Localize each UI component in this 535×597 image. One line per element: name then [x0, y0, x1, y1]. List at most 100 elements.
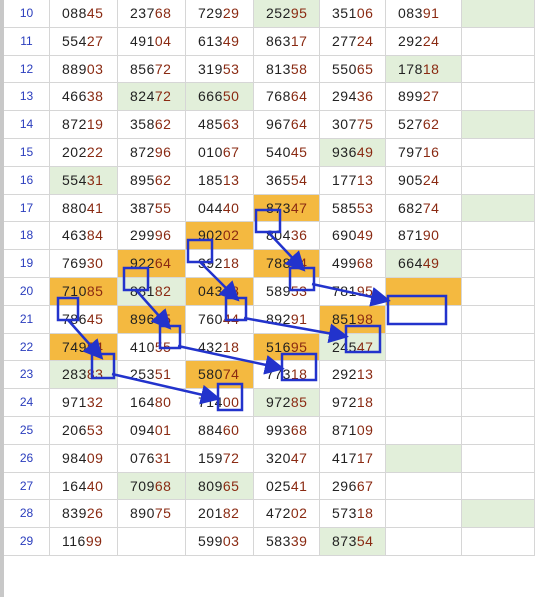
result-cell[interactable]: 41055 — [118, 333, 186, 362]
result-cell[interactable]: 97285 — [254, 389, 320, 417]
result-cell[interactable]: 29996 — [118, 222, 186, 251]
result-cell[interactable]: 55427 — [50, 27, 118, 56]
result-cell[interactable]: 20222 — [50, 139, 118, 167]
result-cell[interactable]: 81358 — [254, 55, 320, 84]
result-cell[interactable]: 27724 — [320, 27, 386, 56]
result-cell[interactable]: 97218 — [320, 389, 386, 417]
result-cell[interactable]: 20182 — [186, 500, 254, 529]
result-cell[interactable]: 93649 — [320, 139, 386, 167]
result-cell[interactable]: 23768 — [118, 0, 186, 28]
result-cell[interactable]: 09401 — [118, 417, 186, 445]
result-cell[interactable]: 29436 — [320, 83, 386, 112]
result-cell[interactable]: 01067 — [186, 139, 254, 167]
result-cell[interactable]: 66650 — [186, 83, 254, 112]
result-cell[interactable]: 89075 — [118, 500, 186, 529]
result-cell[interactable]: 70968 — [118, 472, 186, 501]
result-cell[interactable]: 58953 — [254, 278, 320, 306]
result-cell[interactable]: 78195 — [320, 278, 386, 306]
result-cell[interactable]: 88182 — [118, 278, 186, 306]
result-cell[interactable]: 61349 — [186, 27, 254, 56]
result-cell[interactable] — [386, 444, 462, 473]
result-cell[interactable]: 71400 — [186, 389, 254, 417]
result-cell[interactable]: 31953 — [186, 55, 254, 84]
result-cell[interactable]: 82472 — [118, 83, 186, 112]
result-cell[interactable] — [462, 139, 535, 167]
result-cell[interactable] — [386, 361, 462, 390]
result-cell[interactable] — [462, 444, 535, 473]
result-cell[interactable] — [386, 417, 462, 445]
result-cell[interactable]: 74954 — [50, 333, 118, 362]
result-cell[interactable]: 87219 — [50, 111, 118, 139]
result-cell[interactable]: 83926 — [50, 500, 118, 529]
result-cell[interactable]: 04348 — [186, 278, 254, 306]
result-cell[interactable]: 87190 — [386, 222, 462, 251]
result-cell[interactable] — [462, 166, 535, 195]
result-cell[interactable]: 29224 — [386, 27, 462, 56]
result-cell[interactable] — [386, 500, 462, 529]
result-cell[interactable]: 51695 — [254, 333, 320, 362]
result-cell[interactable] — [462, 417, 535, 445]
result-cell[interactable]: 08391 — [386, 0, 462, 28]
result-cell[interactable]: 38755 — [118, 194, 186, 223]
result-cell[interactable]: 55065 — [320, 55, 386, 84]
result-cell[interactable] — [462, 278, 535, 306]
result-cell[interactable]: 25295 — [254, 0, 320, 28]
result-cell[interactable]: 48563 — [186, 111, 254, 139]
result-cell[interactable]: 41717 — [320, 444, 386, 473]
result-cell[interactable]: 24547 — [320, 333, 386, 362]
result-cell[interactable]: 92264 — [118, 250, 186, 278]
result-cell[interactable]: 88041 — [50, 194, 118, 223]
result-cell[interactable] — [462, 472, 535, 501]
result-cell[interactable]: 59903 — [186, 528, 254, 556]
result-cell[interactable]: 80965 — [186, 472, 254, 501]
result-cell[interactable]: 89665 — [118, 305, 186, 334]
result-cell[interactable] — [386, 528, 462, 556]
result-cell[interactable]: 49104 — [118, 27, 186, 56]
result-cell[interactable]: 79716 — [386, 139, 462, 167]
result-cell[interactable]: 68274 — [386, 194, 462, 223]
result-cell[interactable] — [462, 305, 535, 334]
result-cell[interactable]: 47202 — [254, 500, 320, 529]
result-cell[interactable]: 77318 — [254, 361, 320, 390]
result-cell[interactable]: 46638 — [50, 83, 118, 112]
result-cell[interactable]: 16440 — [50, 472, 118, 501]
result-cell[interactable]: 97132 — [50, 389, 118, 417]
result-cell[interactable]: 39218 — [186, 250, 254, 278]
result-cell[interactable] — [462, 389, 535, 417]
result-cell[interactable]: 96764 — [254, 111, 320, 139]
result-cell[interactable]: 90524 — [386, 166, 462, 195]
result-cell[interactable]: 17818 — [386, 55, 462, 84]
result-cell[interactable]: 32047 — [254, 444, 320, 473]
result-cell[interactable]: 99368 — [254, 417, 320, 445]
result-cell[interactable]: 04440 — [186, 194, 254, 223]
result-cell[interactable] — [462, 528, 535, 556]
result-cell[interactable]: 69049 — [320, 222, 386, 251]
result-cell[interactable]: 87109 — [320, 417, 386, 445]
result-cell[interactable]: 58553 — [320, 194, 386, 223]
result-cell[interactable] — [462, 361, 535, 390]
result-cell[interactable]: 54045 — [254, 139, 320, 167]
result-cell[interactable]: 85672 — [118, 55, 186, 84]
result-cell[interactable]: 29213 — [320, 361, 386, 390]
result-cell[interactable] — [386, 389, 462, 417]
result-cell[interactable]: 07631 — [118, 444, 186, 473]
result-cell[interactable]: 29667 — [320, 472, 386, 501]
result-cell[interactable]: 90202 — [186, 222, 254, 251]
result-cell[interactable] — [386, 278, 462, 306]
result-cell[interactable] — [386, 472, 462, 501]
result-cell[interactable]: 87347 — [254, 194, 320, 223]
result-cell[interactable]: 80436 — [254, 222, 320, 251]
result-cell[interactable] — [462, 500, 535, 529]
result-cell[interactable]: 89927 — [386, 83, 462, 112]
result-cell[interactable]: 35862 — [118, 111, 186, 139]
result-cell[interactable]: 16480 — [118, 389, 186, 417]
result-cell[interactable] — [462, 27, 535, 56]
result-cell[interactable]: 25351 — [118, 361, 186, 390]
result-cell[interactable]: 28383 — [50, 361, 118, 390]
result-cell[interactable] — [462, 250, 535, 278]
result-cell[interactable] — [118, 528, 186, 556]
result-cell[interactable]: 15972 — [186, 444, 254, 473]
result-cell[interactable]: 52762 — [386, 111, 462, 139]
result-cell[interactable] — [462, 222, 535, 251]
result-cell[interactable]: 89291 — [254, 305, 320, 334]
